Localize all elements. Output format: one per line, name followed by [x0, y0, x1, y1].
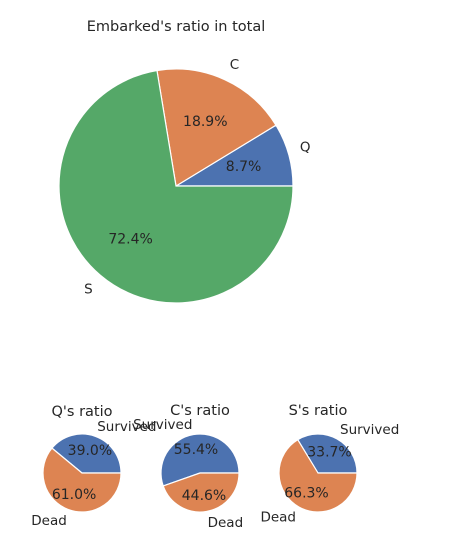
c-pie-slices	[160, 433, 240, 513]
q-pie-title: Q's ratio	[52, 404, 113, 420]
q-slice-dead	[42, 447, 122, 513]
main-pie-labels: 8.7% Q 18.9% C 72.4% S	[84, 57, 310, 298]
q-pie-slices	[42, 433, 122, 513]
s-slice-label-dead: Dead	[260, 510, 296, 526]
s-slice-label-survived: Survived	[340, 422, 399, 438]
c-pie-labels: 55.4% Survived 44.6% Dead	[133, 417, 243, 531]
c-slice-label-dead: Dead	[208, 515, 244, 531]
main-pie-slices	[58, 68, 294, 304]
c-pct-label-dead: 44.6%	[182, 488, 226, 504]
q-pct-label-survived: 39.0%	[68, 443, 112, 459]
c-pct-label-survived: 55.4%	[174, 442, 218, 458]
main-pct-label-s: 72.4%	[108, 232, 152, 248]
q-slice-survived	[51, 433, 122, 474]
s-pie-title: S's ratio	[289, 403, 348, 419]
q-slice-label-dead: Dead	[31, 513, 67, 529]
s-pie-chart: S's ratio 33.7% Survived 66.3% Dead	[260, 403, 399, 526]
main-slice-c	[156, 68, 277, 187]
c-slice-dead	[162, 472, 240, 513]
s-slice-dead	[278, 438, 358, 513]
main-pie-chart: Embarked's ratio in total 8.7% Q 18.9% C 72.…	[58, 19, 311, 304]
main-slice-s	[58, 69, 294, 304]
s-pct-label-survived: 33.7%	[307, 445, 351, 461]
q-pct-label-dead: 61.0%	[52, 487, 96, 503]
c-pie-title: C's ratio	[170, 403, 230, 419]
c-pie-chart: C's ratio 55.4% Survived 44.6% Dead	[133, 403, 243, 531]
main-pct-label-q: 8.7%	[226, 159, 262, 175]
s-pie-labels: 33.7% Survived 66.3% Dead	[260, 422, 399, 526]
main-slice-label-c: C	[230, 57, 239, 73]
q-pie-chart: Q's ratio 39.0% Survived 61.0% Dead	[31, 404, 156, 529]
q-slice-label-survived: Survived	[97, 419, 156, 435]
main-slice-label-s: S	[84, 282, 93, 298]
s-pct-label-dead: 66.3%	[284, 485, 328, 501]
s-pie-slices	[278, 433, 358, 513]
main-slice-label-q: Q	[300, 139, 311, 155]
main-pct-label-c: 18.9%	[183, 114, 227, 130]
q-pie-labels: 39.0% Survived 61.0% Dead	[31, 419, 156, 529]
c-slice-label-survived: Survived	[133, 417, 192, 433]
main-pie-title: Embarked's ratio in total	[87, 19, 266, 35]
